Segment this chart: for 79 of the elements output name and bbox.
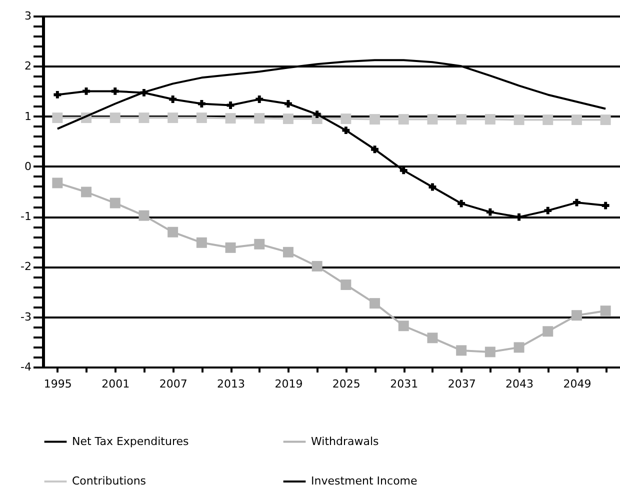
y-tick-label: 2	[24, 60, 32, 73]
x-tick-label: 2037	[448, 378, 476, 390]
point	[400, 166, 408, 174]
point	[602, 202, 610, 210]
point	[571, 310, 582, 321]
point	[398, 320, 409, 332]
legend-label: Withdrawals	[311, 434, 380, 448]
point	[110, 112, 120, 124]
point	[370, 298, 380, 309]
legend-label: Net Tax Expenditures	[72, 434, 190, 448]
point	[254, 113, 265, 124]
point	[111, 88, 119, 95]
point	[282, 246, 294, 258]
point	[282, 114, 294, 124]
point	[458, 200, 466, 208]
point	[312, 260, 322, 272]
y-tick-label: -1	[20, 210, 32, 224]
point	[398, 114, 409, 125]
y-tick-label: 0	[24, 160, 32, 173]
point	[226, 102, 234, 109]
y-tick-label: 3	[24, 10, 32, 22]
point	[225, 242, 236, 253]
x-tick-label: 2019	[274, 378, 303, 390]
point	[284, 100, 292, 108]
point	[52, 112, 63, 124]
point	[484, 114, 496, 125]
y-tick-label: -2	[20, 260, 32, 274]
x-tick-label: 2001	[102, 378, 130, 390]
point	[169, 96, 177, 103]
x-tick-label: 2025	[332, 378, 360, 390]
point	[254, 238, 265, 250]
x-tick-label: 2013	[217, 378, 246, 390]
point	[428, 183, 436, 191]
point	[82, 88, 90, 95]
y-tick-label: -3	[20, 310, 32, 324]
x-tick-label: 2043	[506, 378, 534, 390]
point	[81, 186, 92, 198]
point	[256, 96, 264, 103]
point	[313, 110, 321, 118]
point	[340, 280, 352, 290]
y-tick-label: -4	[20, 360, 32, 374]
point	[544, 206, 552, 214]
point	[427, 332, 438, 344]
legend-label: Investment Income	[311, 474, 418, 488]
point	[196, 237, 207, 248]
point	[600, 114, 611, 126]
point	[196, 112, 207, 124]
point	[52, 178, 63, 188]
x-tick-label: 1995	[44, 378, 72, 390]
point	[54, 91, 62, 98]
point	[370, 114, 380, 125]
point	[456, 345, 467, 356]
point	[138, 112, 150, 124]
point	[486, 208, 494, 216]
point	[138, 210, 150, 221]
x-tick-label: 2007	[159, 378, 188, 390]
point	[427, 114, 438, 125]
point	[571, 114, 582, 126]
point	[225, 113, 236, 124]
point	[514, 114, 524, 126]
point	[198, 100, 206, 108]
legend-label: Contributions	[72, 474, 146, 488]
point	[484, 346, 496, 358]
x-tick-label: 2049	[563, 378, 592, 390]
point	[573, 198, 580, 206]
point	[514, 342, 524, 353]
point	[342, 126, 350, 134]
point	[371, 146, 378, 154]
y-tick-label: 1	[24, 110, 32, 123]
x-tick-label: 2031	[390, 378, 418, 390]
point	[600, 306, 611, 316]
point	[140, 89, 148, 96]
point	[456, 114, 467, 125]
point	[340, 114, 352, 124]
point	[542, 114, 554, 126]
point	[110, 198, 120, 208]
point	[542, 326, 554, 337]
point	[168, 226, 178, 238]
point	[168, 112, 178, 124]
